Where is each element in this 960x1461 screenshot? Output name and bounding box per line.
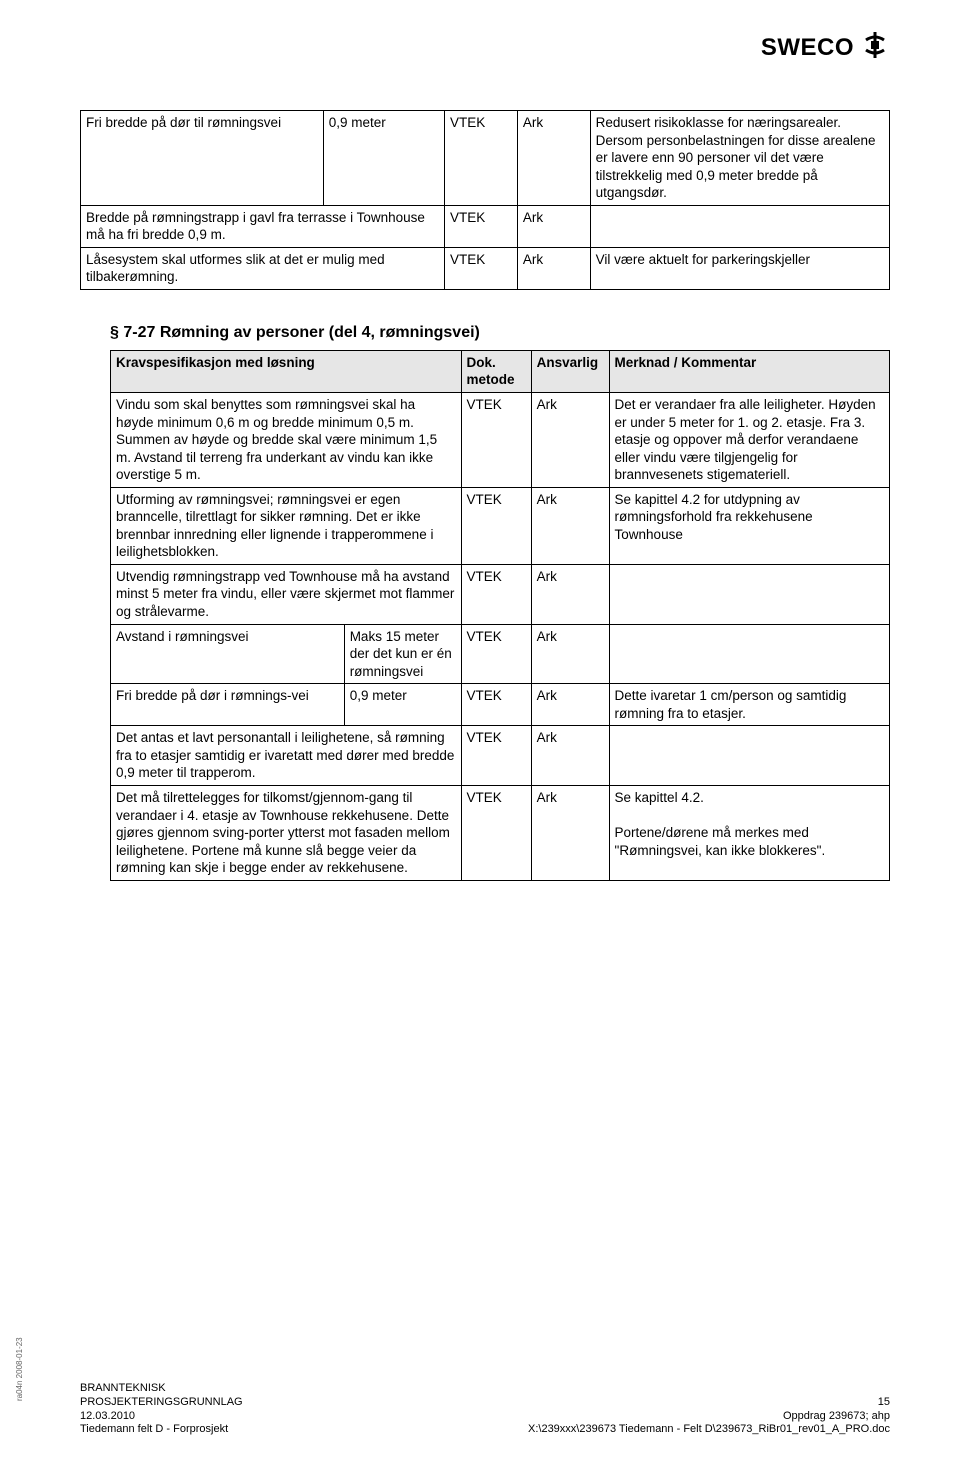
cell	[590, 205, 889, 247]
cell: Ark	[531, 785, 609, 880]
cell: VTEK	[461, 564, 531, 624]
logo: SWECO	[761, 30, 890, 65]
table-row: Fri bredde på dør i rømnings-vei 0,9 met…	[111, 684, 890, 726]
cell: Avstand i rømningsvei	[111, 624, 345, 684]
cell: Låsesystem skal utformes slik at det er …	[81, 247, 445, 289]
table-header-row: Kravspesifikasjon med løsning Dok. metod…	[111, 350, 890, 392]
table-row: Bredde på rømningstrapp i gavl fra terra…	[81, 205, 890, 247]
table-row: Utforming av rømningsvei; rømningsvei er…	[111, 487, 890, 564]
table-row: Det må tilrettelegges for tilkomst/gjenn…	[111, 785, 890, 880]
table-row: Vindu som skal benyttes som rømningsvei …	[111, 393, 890, 488]
cell: Dette ivaretar 1 cm/person og samtidig r…	[609, 684, 889, 726]
cell: Ark	[531, 487, 609, 564]
logo-text: SWECO	[761, 34, 854, 62]
section-heading: § 7-27 Rømning av personer (del 4, rømni…	[110, 324, 890, 342]
footer-line: Oppdrag 239673; ahp	[528, 1410, 890, 1424]
cell: VTEK	[445, 247, 518, 289]
cell: Ark	[517, 111, 590, 206]
cell: Se kapittel 4.2. Portene/dørene må merke…	[609, 785, 889, 880]
footer: BRANNTEKNISK PROSJEKTERINGSGRUNNLAG 12.0…	[80, 1382, 890, 1437]
cell: Ark	[531, 684, 609, 726]
cell: Se kapittel 4.2 for utdypning av rømning…	[609, 487, 889, 564]
cell: 0,9 meter	[344, 684, 461, 726]
cell: VTEK	[461, 684, 531, 726]
cell: VTEK	[445, 111, 518, 206]
cell: Maks 15 meter der det kun er én rømnings…	[344, 624, 461, 684]
cell	[609, 564, 889, 624]
header-cell: Merknad / Kommentar	[609, 350, 889, 392]
cell: Ark	[531, 393, 609, 488]
header-cell: Kravspesifikasjon med løsning	[111, 350, 462, 392]
logo-icon	[860, 30, 890, 65]
top-table: Fri bredde på dør til rømningsvei 0,9 me…	[80, 110, 890, 290]
cell: VTEK	[445, 205, 518, 247]
cell: Fri bredde på dør til rømningsvei	[81, 111, 324, 206]
cell: Ark	[531, 726, 609, 786]
cell: Det er verandaer fra alle leiligheter. H…	[609, 393, 889, 488]
cell: Ark	[531, 564, 609, 624]
cell: VTEK	[461, 624, 531, 684]
cell: VTEK	[461, 487, 531, 564]
cell: Utvendig rømningstrapp ved Townhouse må …	[111, 564, 462, 624]
main-table: Kravspesifikasjon med løsning Dok. metod…	[110, 350, 890, 881]
header-cell: Dok. metode	[461, 350, 531, 392]
table-row: Fri bredde på dør til rømningsvei 0,9 me…	[81, 111, 890, 206]
cell: VTEK	[461, 785, 531, 880]
table-row: Det antas et lavt personantall i leiligh…	[111, 726, 890, 786]
footer-page-number: 15	[528, 1396, 890, 1410]
footer-line: BRANNTEKNISK	[80, 1382, 243, 1396]
cell: Ark	[517, 205, 590, 247]
footer-line: X:\239xxx\239673 Tiedemann - Felt D\2396…	[528, 1423, 890, 1437]
cell: Vil være aktuelt for parkeringskjeller	[590, 247, 889, 289]
cell: Det må tilrettelegges for tilkomst/gjenn…	[111, 785, 462, 880]
cell: Vindu som skal benyttes som rømningsvei …	[111, 393, 462, 488]
cell: Utforming av rømningsvei; rømningsvei er…	[111, 487, 462, 564]
table-row: Låsesystem skal utformes slik at det er …	[81, 247, 890, 289]
cell	[609, 624, 889, 684]
cell	[609, 726, 889, 786]
cell: Det antas et lavt personantall i leiligh…	[111, 726, 462, 786]
table-row: Avstand i rømningsvei Maks 15 meter der …	[111, 624, 890, 684]
footer-line: 12.03.2010	[80, 1410, 243, 1424]
cell: 0,9 meter	[323, 111, 444, 206]
footer-line: Tiedemann felt D - Forprosjekt	[80, 1423, 243, 1437]
cell: Ark	[517, 247, 590, 289]
cell: VTEK	[461, 726, 531, 786]
footer-left: BRANNTEKNISK PROSJEKTERINGSGRUNNLAG 12.0…	[80, 1382, 243, 1437]
cell: Fri bredde på dør i rømnings-vei	[111, 684, 345, 726]
cell: Redusert risikoklasse for næringsarealer…	[590, 111, 889, 206]
side-label: ra04n 2008-01-23	[15, 1337, 24, 1401]
header-cell: Ansvarlig	[531, 350, 609, 392]
cell: Bredde på rømningstrapp i gavl fra terra…	[81, 205, 445, 247]
table-row: Utvendig rømningstrapp ved Townhouse må …	[111, 564, 890, 624]
cell: Ark	[531, 624, 609, 684]
footer-right: 15 Oppdrag 239673; ahp X:\239xxx\239673 …	[528, 1396, 890, 1437]
footer-line: PROSJEKTERINGSGRUNNLAG	[80, 1396, 243, 1410]
cell: VTEK	[461, 393, 531, 488]
